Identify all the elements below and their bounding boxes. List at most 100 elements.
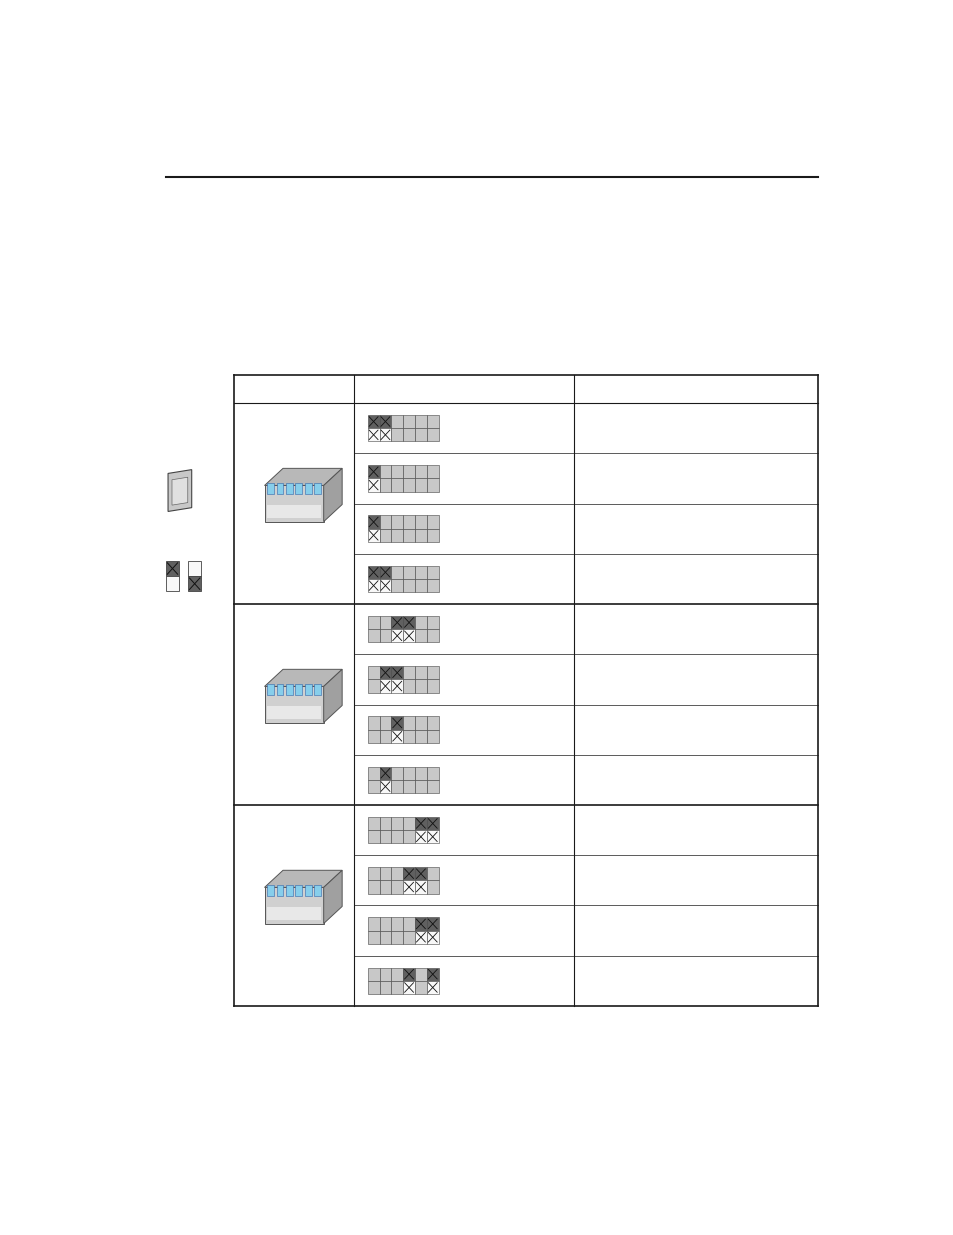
Bar — [403, 931, 415, 944]
Bar — [415, 478, 426, 492]
Bar — [367, 415, 379, 429]
Bar — [367, 730, 379, 743]
Bar — [415, 415, 426, 429]
Bar — [415, 881, 426, 894]
Bar — [391, 515, 403, 529]
Polygon shape — [323, 669, 342, 722]
Bar — [391, 881, 403, 894]
Bar — [391, 415, 403, 429]
Bar — [403, 566, 415, 579]
Bar — [367, 579, 379, 593]
Polygon shape — [264, 669, 342, 687]
Bar — [267, 706, 321, 719]
Bar — [267, 684, 274, 695]
Bar — [426, 679, 438, 693]
Bar — [426, 867, 438, 881]
Bar — [286, 684, 293, 695]
Polygon shape — [172, 477, 188, 505]
Polygon shape — [264, 687, 323, 722]
Bar — [367, 515, 379, 529]
Bar — [267, 906, 321, 920]
Bar — [367, 679, 379, 693]
Bar — [391, 429, 403, 441]
Bar — [426, 529, 438, 542]
Bar — [367, 716, 379, 730]
Bar — [415, 716, 426, 730]
Bar — [276, 483, 283, 494]
Bar — [403, 579, 415, 593]
Bar — [426, 515, 438, 529]
Bar — [379, 579, 391, 593]
Bar — [367, 967, 379, 981]
Polygon shape — [264, 888, 323, 924]
Bar — [426, 931, 438, 944]
Bar — [426, 415, 438, 429]
Bar — [367, 881, 379, 894]
Bar — [391, 830, 403, 844]
Bar — [379, 779, 391, 793]
Bar — [367, 566, 379, 579]
Bar — [379, 466, 391, 478]
Bar — [367, 529, 379, 542]
Bar — [367, 478, 379, 492]
Bar — [267, 483, 274, 494]
Bar — [379, 478, 391, 492]
Bar — [403, 529, 415, 542]
Bar — [379, 830, 391, 844]
Bar — [415, 767, 426, 779]
Bar — [391, 529, 403, 542]
Bar — [367, 830, 379, 844]
Bar — [379, 967, 391, 981]
Bar — [415, 816, 426, 830]
Bar — [367, 981, 379, 994]
Bar — [367, 767, 379, 779]
Bar — [276, 884, 283, 895]
Bar — [415, 616, 426, 629]
Bar — [391, 867, 403, 881]
Bar — [367, 779, 379, 793]
Bar — [276, 684, 283, 695]
Bar — [426, 478, 438, 492]
Bar — [379, 816, 391, 830]
Bar — [391, 967, 403, 981]
Bar — [391, 767, 403, 779]
Bar — [295, 684, 302, 695]
Bar — [379, 867, 391, 881]
Bar — [403, 730, 415, 743]
Bar — [415, 515, 426, 529]
Bar — [426, 716, 438, 730]
Bar — [426, 566, 438, 579]
Bar — [403, 466, 415, 478]
Bar — [391, 779, 403, 793]
Bar — [367, 466, 379, 478]
Bar — [379, 616, 391, 629]
Bar — [403, 830, 415, 844]
Bar — [367, 629, 379, 642]
Polygon shape — [323, 468, 342, 521]
Bar — [403, 478, 415, 492]
Bar — [367, 816, 379, 830]
Bar — [415, 867, 426, 881]
Bar — [391, 816, 403, 830]
Bar — [426, 816, 438, 830]
Bar — [379, 629, 391, 642]
Bar — [426, 666, 438, 679]
Bar — [379, 767, 391, 779]
Bar — [379, 981, 391, 994]
Bar — [415, 529, 426, 542]
Polygon shape — [264, 871, 342, 888]
Bar — [391, 931, 403, 944]
Bar — [415, 566, 426, 579]
Bar — [403, 515, 415, 529]
Bar — [379, 931, 391, 944]
Bar — [188, 576, 201, 592]
Bar — [403, 629, 415, 642]
Bar — [305, 483, 312, 494]
Bar — [426, 629, 438, 642]
Bar — [426, 881, 438, 894]
Bar — [314, 483, 320, 494]
Bar — [415, 830, 426, 844]
Bar — [415, 931, 426, 944]
Bar — [426, 579, 438, 593]
Bar — [403, 429, 415, 441]
